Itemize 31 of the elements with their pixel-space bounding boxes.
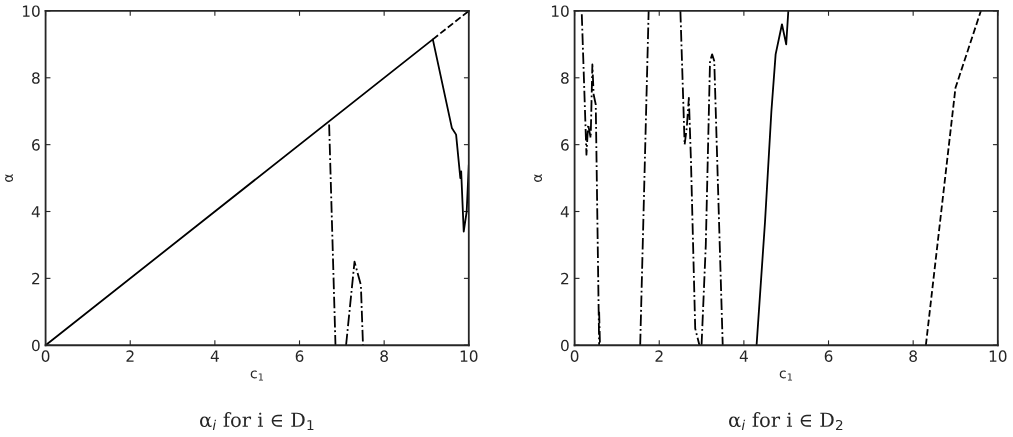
x-tick-label: 10 (460, 350, 478, 362)
y-tick-label: 2 (32, 272, 40, 285)
y-tick-label: 0 (561, 339, 569, 352)
y-tick-label: 8 (561, 72, 569, 84)
x-tick-label: 4 (210, 350, 219, 362)
line-series (755, 10, 790, 346)
x-tick-label: 8 (909, 350, 917, 362)
x-tick-label: 10 (989, 350, 1007, 362)
x-tick-label: 6 (295, 350, 304, 362)
y-tick-label: 10 (551, 5, 569, 17)
text: α$_{i}$ for i ∈ D$_{2}$ (729, 412, 843, 431)
y-tick-label: 4 (560, 206, 569, 218)
x-tick-label: 0 (41, 350, 50, 362)
y-tick-label: 2 (561, 272, 569, 285)
y-axis-title: α (534, 174, 543, 182)
y-tick-label: 6 (561, 139, 569, 151)
text: α$_{i}$ for i ∈ D$_{1}$ (200, 412, 314, 431)
y-tick-label: 10 (22, 5, 40, 17)
x-tick-label: 8 (380, 350, 388, 362)
y-axis-title: α (5, 174, 14, 182)
y-tick-label: 8 (32, 72, 40, 84)
x-tick-label: 2 (126, 350, 134, 362)
x-tick-label: 6 (824, 350, 833, 362)
x-axis-title: c$_{1}$ (250, 370, 264, 381)
y-tick-label: 4 (31, 206, 40, 218)
x-tick-label: 2 (655, 350, 663, 362)
x-tick-label: 4 (739, 350, 748, 362)
x-tick-label: 0 (570, 350, 579, 362)
y-tick-label: 6 (32, 139, 40, 151)
x-axis-title: c$_{1}$ (779, 370, 793, 381)
y-tick-label: 0 (32, 339, 40, 352)
